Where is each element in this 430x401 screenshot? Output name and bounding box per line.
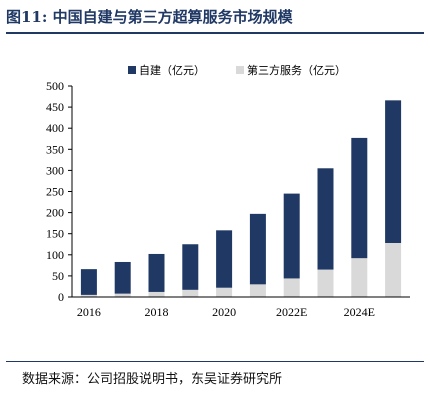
bar-self-built-2018 [148,253,165,292]
bar-self-built-2023E [317,168,334,270]
bar-self-built-2020 [216,230,233,288]
legend-swatch-third-party [236,66,244,74]
y-tick-label: 450 [46,100,64,114]
y-tick-label: 250 [46,185,64,199]
y-axis: 0 50 100 150 200 250 300 350 400 450 500 [46,79,73,304]
bar-third-party-2020 [216,287,233,297]
bar-third-party-2018 [148,291,165,297]
y-tick-label: 0 [58,290,64,304]
y-tick-label: 350 [46,142,64,156]
y-tick-label: 200 [46,206,64,220]
source-note: 数据来源：公司招股说明书，东吴证券研究所 [22,372,283,387]
x-tick-label: 2022E [276,305,307,319]
bar-third-party-2016 [80,294,97,297]
y-tick-label: 500 [46,79,64,93]
bar-self-built-2016 [80,269,97,295]
x-axis: 2016 2018 2020 2022E 2024E [72,296,410,319]
x-tick-label: 2020 [212,305,236,319]
figure-title: 图11: 中国自建与第三方超算服务市场规模 [6,8,293,26]
y-tick-label: 150 [46,227,64,241]
bar-self-built-2024E [351,137,368,259]
bar-third-party-2025E [385,242,402,297]
x-tick-label: 2016 [77,305,101,319]
bar-self-built-2021 [249,213,266,285]
bar-self-built-2019 [182,244,199,290]
legend-label-self-built: 自建（亿元） [139,63,205,77]
legend-label-third-party: 第三方服务（亿元） [247,63,346,77]
bar-self-built-2025E [385,100,402,243]
footer-divider [6,361,424,362]
bar-third-party-2024E [351,258,368,297]
y-tick-label: 400 [46,121,64,135]
y-tick-label: 50 [52,269,64,283]
y-tick-label: 300 [46,163,64,177]
title-divider [6,32,424,34]
stacked-bar-chart: 自建（亿元） 第三方服务（亿元） 0 50 100 150 200 250 300 350 400… [46,63,410,319]
chart-legend: 自建（亿元） 第三方服务（亿元） [128,63,346,77]
x-tick-label: 2018 [145,305,169,319]
y-tick-label: 100 [46,248,64,262]
bar-self-built-2022E [283,193,300,279]
bar-third-party-2019 [182,289,199,297]
bar-third-party-2022E [283,278,300,297]
bar-third-party-2023E [317,269,334,297]
bar-self-built-2017 [114,261,131,294]
bars-layer [80,100,402,297]
legend-swatch-self-built [128,66,136,74]
x-tick-label: 2024E [344,305,375,319]
bar-third-party-2017 [114,293,131,297]
bar-third-party-2021 [249,284,266,297]
